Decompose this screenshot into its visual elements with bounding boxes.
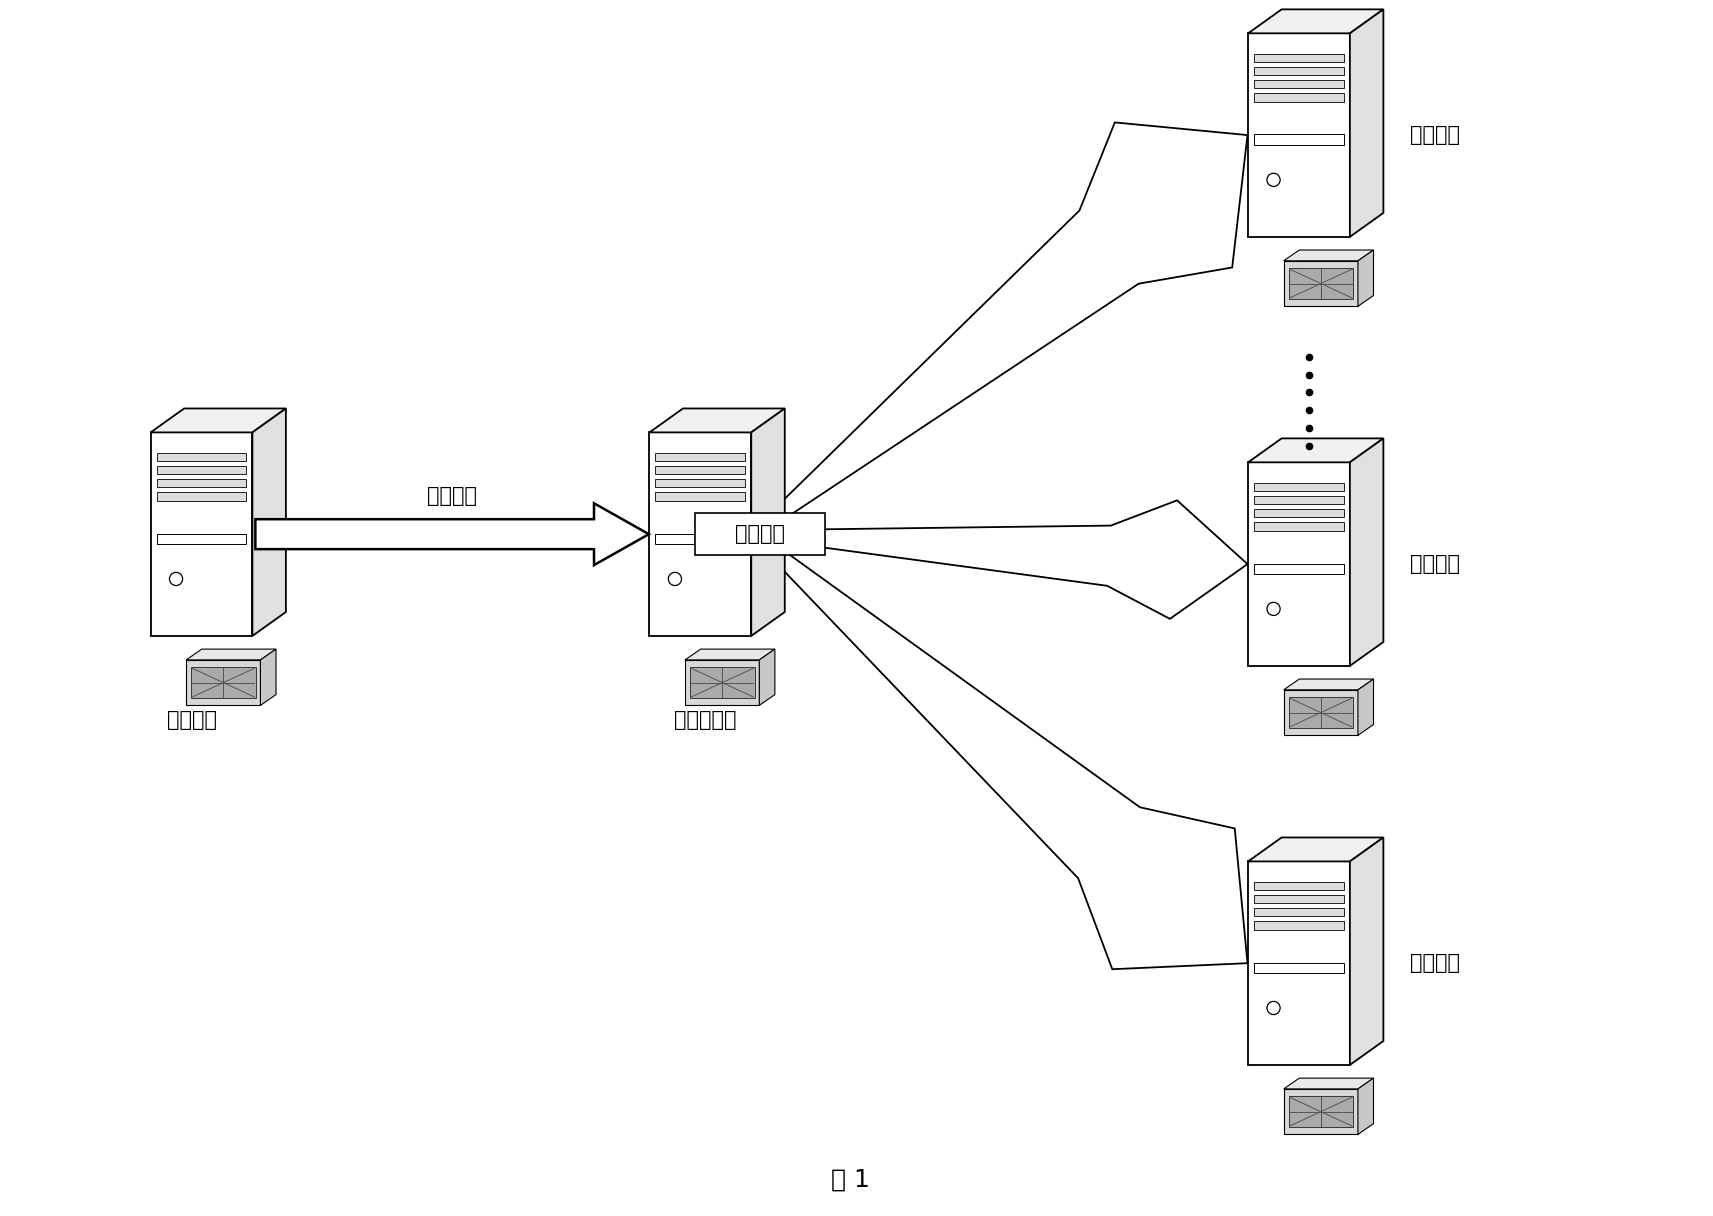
Circle shape [170, 573, 183, 586]
Polygon shape [1249, 861, 1350, 1065]
Polygon shape [1254, 54, 1345, 62]
Polygon shape [649, 433, 752, 636]
Polygon shape [1254, 922, 1345, 930]
Polygon shape [685, 660, 759, 705]
Polygon shape [187, 649, 276, 660]
Polygon shape [151, 433, 252, 636]
Circle shape [668, 573, 682, 586]
Polygon shape [1288, 268, 1353, 299]
Polygon shape [752, 123, 1247, 537]
Polygon shape [252, 409, 286, 636]
Polygon shape [187, 660, 260, 705]
Polygon shape [1254, 483, 1345, 491]
Polygon shape [1254, 135, 1345, 145]
Polygon shape [255, 503, 649, 565]
Text: 接收节点: 接收节点 [1410, 125, 1459, 145]
Polygon shape [1350, 10, 1384, 237]
Polygon shape [759, 649, 774, 705]
Circle shape [1268, 1002, 1280, 1014]
Polygon shape [1254, 895, 1345, 903]
Polygon shape [192, 668, 255, 698]
Polygon shape [1254, 963, 1345, 973]
FancyBboxPatch shape [695, 513, 826, 556]
Text: 图 1: 图 1 [831, 1167, 870, 1192]
Text: 部署服务器: 部署服务器 [675, 710, 737, 730]
Polygon shape [156, 466, 247, 474]
Polygon shape [1283, 679, 1374, 689]
Polygon shape [1283, 689, 1358, 736]
Polygon shape [156, 452, 247, 461]
Polygon shape [1283, 1079, 1374, 1088]
Polygon shape [156, 492, 247, 501]
Polygon shape [156, 534, 247, 545]
Text: 接收节点: 接收节点 [1410, 953, 1459, 973]
Polygon shape [752, 531, 1247, 969]
Polygon shape [1358, 679, 1374, 736]
Polygon shape [1254, 510, 1345, 517]
Polygon shape [656, 492, 745, 501]
Polygon shape [1254, 522, 1345, 530]
Circle shape [1268, 602, 1280, 615]
Polygon shape [156, 479, 247, 488]
Polygon shape [690, 668, 754, 698]
Polygon shape [656, 466, 745, 474]
Polygon shape [1254, 908, 1345, 917]
Polygon shape [1249, 33, 1350, 237]
Polygon shape [754, 500, 1247, 619]
Polygon shape [1350, 838, 1384, 1065]
Polygon shape [1249, 838, 1384, 861]
Polygon shape [656, 452, 745, 461]
Polygon shape [649, 409, 785, 433]
Polygon shape [1358, 1079, 1374, 1135]
Polygon shape [1358, 250, 1374, 306]
Polygon shape [1254, 80, 1345, 89]
Polygon shape [752, 409, 785, 636]
Polygon shape [151, 409, 286, 433]
Polygon shape [1350, 439, 1384, 666]
Polygon shape [1288, 1096, 1353, 1127]
Polygon shape [1254, 563, 1345, 574]
Polygon shape [1283, 250, 1374, 260]
Polygon shape [260, 649, 276, 705]
Circle shape [1268, 173, 1280, 186]
Text: 映像分发: 映像分发 [735, 524, 785, 545]
Polygon shape [656, 534, 745, 545]
Polygon shape [1283, 1088, 1358, 1135]
Text: 接收节点: 接收节点 [1410, 554, 1459, 574]
Polygon shape [1249, 462, 1350, 666]
Polygon shape [656, 479, 745, 488]
Polygon shape [1254, 496, 1345, 505]
Text: 模板节点: 模板节点 [166, 710, 216, 730]
Polygon shape [1254, 67, 1345, 75]
Polygon shape [1283, 260, 1358, 306]
Polygon shape [1254, 94, 1345, 102]
Polygon shape [1288, 697, 1353, 728]
Polygon shape [685, 649, 774, 660]
Polygon shape [1249, 439, 1384, 462]
Text: 映像上传: 映像上传 [427, 486, 478, 506]
Polygon shape [1254, 882, 1345, 890]
Polygon shape [1249, 10, 1384, 33]
